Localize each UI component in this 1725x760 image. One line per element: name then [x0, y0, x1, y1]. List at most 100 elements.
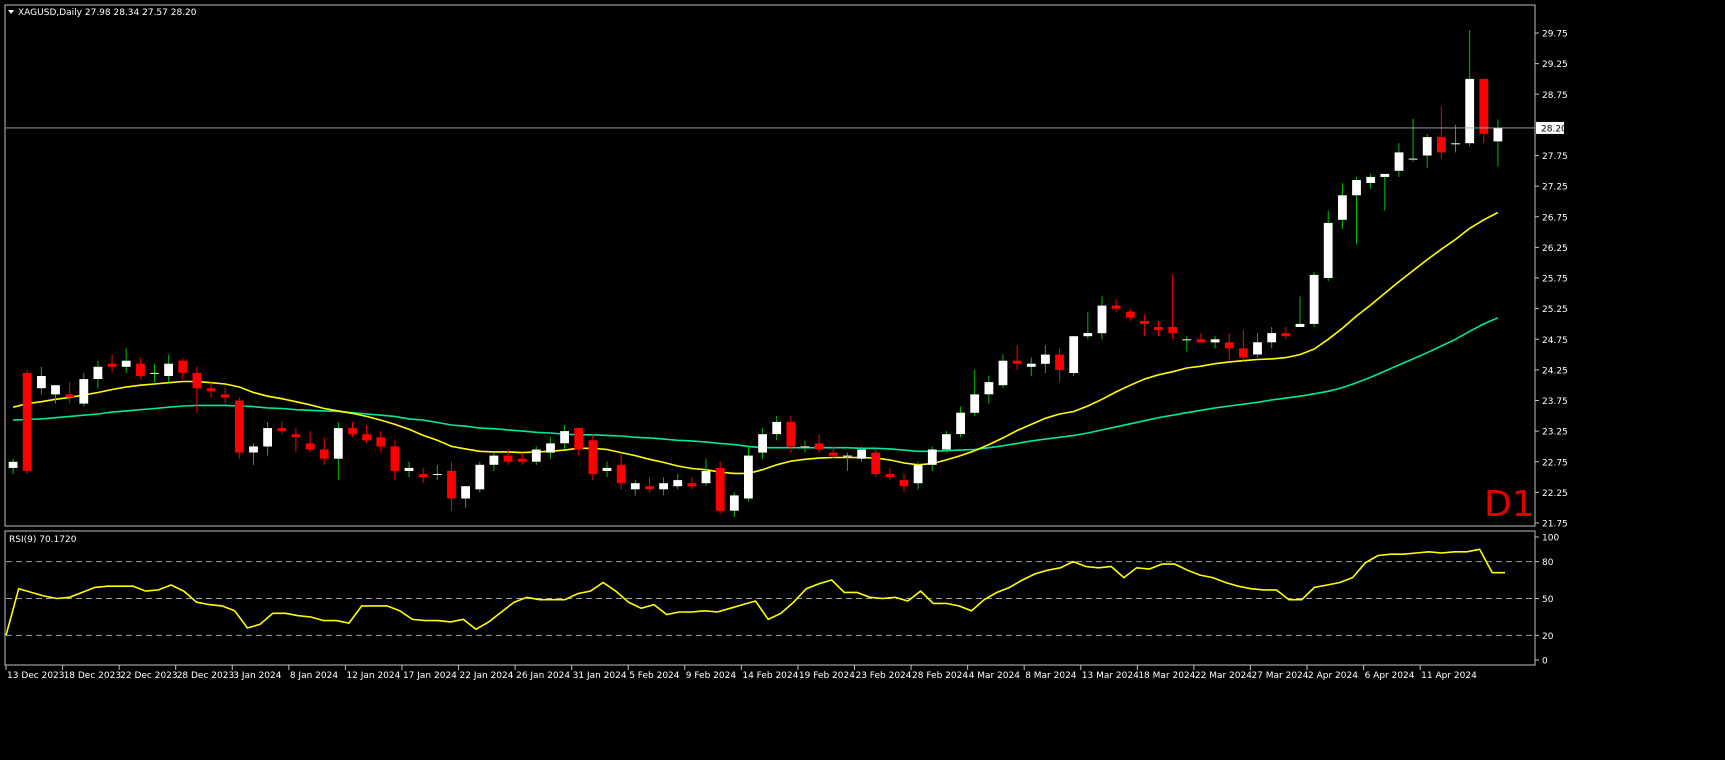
candle-body — [1281, 333, 1291, 337]
candle-body — [390, 446, 400, 471]
time-tick-label: 11 Apr 2024 — [1421, 671, 1477, 681]
candle-body — [546, 443, 555, 453]
candle-body — [1394, 152, 1404, 171]
candle-body — [701, 470, 711, 484]
candle-body — [956, 412, 965, 435]
price-tick-label: 26.25 — [1542, 244, 1568, 254]
candle-body — [1055, 354, 1064, 370]
candle-body — [687, 483, 697, 487]
ma-slow-line — [13, 317, 1499, 453]
candle-body — [659, 483, 668, 490]
candle-body — [1479, 78, 1489, 134]
candle-body — [517, 458, 527, 462]
candle-body — [22, 372, 32, 471]
time-tick-label: 8 Jan 2024 — [290, 671, 338, 681]
rsi-tick-label: 100 — [1542, 534, 1559, 544]
candle-body — [333, 428, 343, 459]
time-tick-label: 22 Dec 2023 — [120, 671, 178, 681]
candle-body — [461, 486, 470, 499]
candle-body — [1352, 180, 1361, 196]
time-tick-label: 28 Feb 2024 — [912, 671, 968, 681]
candle-body — [772, 421, 782, 435]
candle-body — [1323, 222, 1333, 278]
price-tick-label: 25.75 — [1542, 275, 1568, 285]
candle-body — [362, 434, 371, 441]
candle-body — [93, 366, 103, 379]
time-axis: 13 Dec 2023 18 Dec 2023 22 Dec 2023 28 Dec … — [5, 665, 1477, 681]
candle-body — [998, 360, 1008, 386]
candle-body — [588, 440, 598, 474]
candle-body — [503, 455, 513, 462]
candle-body — [871, 452, 881, 474]
candle-body — [1140, 320, 1149, 324]
candle-body — [1069, 336, 1079, 373]
candle-body — [432, 474, 442, 475]
price-tick-label: 22.75 — [1542, 458, 1568, 468]
time-tick-label: 12 Jan 2024 — [346, 671, 400, 681]
candle-body — [1465, 78, 1475, 144]
candle-body — [249, 446, 258, 453]
candle-body — [447, 470, 456, 499]
candle-body — [79, 379, 89, 404]
ma-fast-line — [12, 211, 1499, 475]
price-tick-label: 23.25 — [1542, 428, 1568, 438]
candle-body — [800, 446, 810, 448]
candle-body — [758, 434, 767, 453]
current-price-box — [1536, 121, 1564, 134]
candle-body — [927, 449, 937, 465]
candle-body — [913, 464, 923, 484]
time-tick-label: 3 Jan 2024 — [233, 671, 281, 681]
candle-body — [1253, 342, 1262, 355]
candle-body — [602, 467, 612, 471]
candle-body — [1097, 305, 1107, 334]
price-tick-label: 26.75 — [1542, 213, 1568, 223]
candle-body — [305, 443, 315, 450]
moving-averages — [12, 211, 1499, 475]
time-tick-label: 6 Apr 2024 — [1365, 671, 1415, 681]
candle-body — [630, 483, 640, 490]
price-tick-label: 29.75 — [1542, 30, 1568, 40]
candle-body — [1083, 333, 1093, 337]
price-tick-label: 28.75 — [1542, 91, 1568, 101]
price-tick-label: 27.75 — [1542, 152, 1568, 162]
candle-body — [1295, 323, 1305, 327]
current-price-line: 28.20 — [6, 121, 1567, 134]
candle-body — [1182, 339, 1192, 341]
candle-body — [1493, 127, 1503, 142]
rsi-tick-label: 50 — [1542, 595, 1554, 605]
candle-body — [1154, 327, 1163, 331]
candle-body — [942, 434, 951, 450]
candle-body — [178, 360, 188, 373]
candle-body — [291, 434, 301, 438]
collapse-triangle-icon[interactable] — [8, 10, 14, 14]
price-tick-label: 23.75 — [1542, 397, 1568, 407]
rsi-tick-label: 80 — [1542, 558, 1554, 568]
candle-body — [277, 428, 287, 432]
candle-body — [37, 376, 46, 389]
candle-body — [8, 461, 18, 468]
candle-body — [475, 464, 485, 490]
price-axis: 29.75 29.25 28.75 27.75 27.25 26.75 26.25 25.75… — [1535, 30, 1568, 530]
price-tick-label: 25.25 — [1542, 305, 1568, 315]
price-tick-label: 24.25 — [1542, 366, 1568, 376]
candle-body — [220, 394, 230, 398]
candle-body — [673, 480, 683, 487]
timeframe-badge: D1 — [1484, 484, 1535, 525]
candle-body — [729, 495, 739, 511]
price-tick-label: 22.25 — [1542, 489, 1568, 499]
candle-body — [1012, 360, 1022, 364]
time-tick-label: 17 Jan 2024 — [403, 671, 457, 681]
candle-body — [418, 474, 428, 478]
time-tick-label: 28 Dec 2023 — [177, 671, 235, 681]
time-tick-label: 13 Dec 2023 — [7, 671, 65, 681]
candle-body — [489, 455, 499, 465]
candle-body — [531, 449, 541, 462]
candle-body — [1168, 327, 1178, 334]
time-tick-label: 14 Feb 2024 — [742, 671, 798, 681]
candle-body — [376, 437, 386, 447]
time-tick-label: 18 Dec 2023 — [64, 671, 122, 681]
rsi-axis: 100 80 50 20 0 — [1535, 534, 1559, 667]
rsi-line-layer — [5, 548, 1505, 636]
